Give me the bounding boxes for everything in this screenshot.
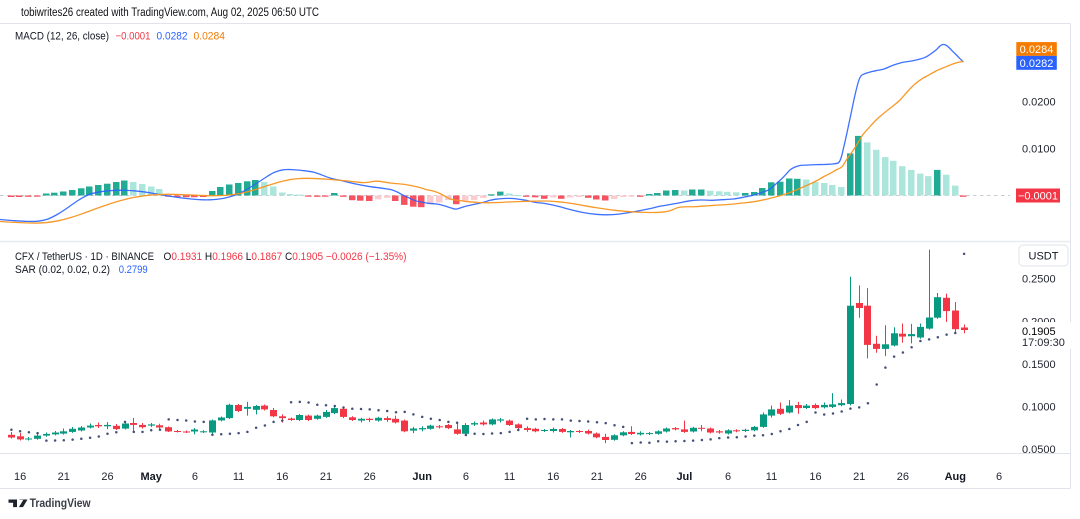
svg-text:−0.0001: −0.0001 [116,31,151,43]
svg-text:11: 11 [766,471,777,483]
svg-text:CFX / TetherUS · 1D · BINANCE: CFX / TetherUS · 1D · BINANCE [15,251,154,263]
svg-text:SAR (0.02, 0.02, 0.2): SAR (0.02, 0.02, 0.2) [15,264,110,276]
svg-text:0.0100: 0.0100 [1022,143,1056,155]
svg-text:Jun: Jun [412,471,432,483]
svg-text:tobiwrites26 created with Trad: tobiwrites26 created with TradingView.co… [21,7,319,19]
svg-text:May: May [140,471,162,483]
svg-text:26: 26 [101,471,113,483]
svg-text:6: 6 [463,471,469,483]
svg-text:0.0284: 0.0284 [1020,44,1054,56]
svg-text:21: 21 [58,471,70,483]
svg-text:26: 26 [364,471,376,483]
svg-text:16: 16 [809,471,821,483]
svg-text:−0.0001: −0.0001 [1018,191,1058,203]
svg-text:MACD (12, 26, close): MACD (12, 26, close) [15,31,109,43]
svg-text:16: 16 [14,471,26,483]
svg-text:Jul: Jul [676,471,692,483]
svg-text:16: 16 [276,471,288,483]
svg-text:TradingView: TradingView [30,496,92,510]
svg-text:6: 6 [725,471,731,483]
svg-text:0.0282: 0.0282 [1020,58,1054,70]
svg-text:26: 26 [897,471,909,483]
svg-text:USDT: USDT [1029,251,1059,263]
svg-text:0.1000: 0.1000 [1022,402,1056,414]
svg-text:0.0284: 0.0284 [194,31,226,43]
svg-text:Aug: Aug [945,471,966,483]
svg-text:O0.1931 H0.1966 L0.1867 C0.190: O0.1931 H0.1966 L0.1867 C0.1905 −0.0026 … [164,251,407,263]
svg-text:0.1500: 0.1500 [1022,359,1056,371]
svg-text:0.0282: 0.0282 [157,31,188,43]
svg-text:0.2799: 0.2799 [119,264,148,276]
svg-text:6: 6 [996,471,1002,483]
svg-text:0.0500: 0.0500 [1022,444,1056,456]
svg-text:0.2500: 0.2500 [1022,274,1056,286]
svg-text:21: 21 [853,471,865,483]
svg-text:0.1905: 0.1905 [1022,326,1056,338]
svg-text:16: 16 [547,471,559,483]
svg-text:11: 11 [504,471,515,483]
svg-text:21: 21 [320,471,332,483]
svg-text:17:09:30: 17:09:30 [1022,337,1065,349]
svg-text:26: 26 [635,471,647,483]
svg-text:6: 6 [192,471,198,483]
svg-text:11: 11 [233,471,244,483]
svg-text:21: 21 [591,471,603,483]
svg-text:0.0200: 0.0200 [1022,97,1056,109]
